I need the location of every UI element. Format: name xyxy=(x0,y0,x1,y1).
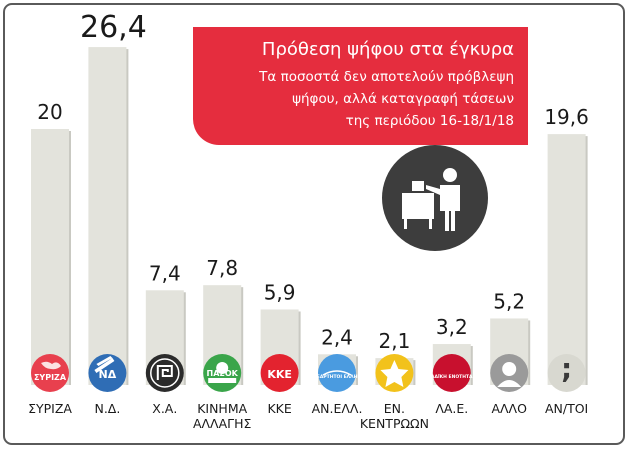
chart-subtitle-line-1: Τα ποσοστά δεν αποτελούν πρόβλεψη xyxy=(259,69,514,85)
syriza-logo-icon: ΣΥΡΙΖΑ xyxy=(31,354,69,392)
bar xyxy=(88,47,127,386)
pasok-logo-icon: ΠΑΣΟΚ xyxy=(203,354,242,392)
bar xyxy=(31,129,69,385)
value-label: 2,4 xyxy=(321,325,353,349)
value-label: 7,8 xyxy=(206,256,238,280)
category-label: ΑΛΛΑΓΗΣ xyxy=(193,416,252,431)
logos-layer: ΣΥΡΙΖΑ ΝΔ ΠΑΣΟΚ ΚΚΕ ΑΝΕΞΑΡΤΗΤΟΙ ΕΛΛΗΝΕΣ ΛΑΪΚΗ… xyxy=(31,352,586,392)
value-label: 7,4 xyxy=(149,261,181,285)
category-label: ΣΥΡΙΖΑ xyxy=(28,401,72,416)
logo-text: ΚΚΕ xyxy=(267,368,292,381)
category-label: ΛΑ.Ε. xyxy=(435,401,468,416)
ballot-voter-icon xyxy=(382,145,488,251)
category-label: Χ.Α. xyxy=(152,401,177,416)
chart-subtitle-line-3: της περιόδου 16-18/1/18 xyxy=(345,113,514,129)
category-label: ΑΝ/ΤΟΙ xyxy=(545,401,588,416)
chart-subtitle-line-2: ψήφου, αλλά καταγραφή τάσεων xyxy=(292,91,514,107)
semicolon-icon: ; xyxy=(547,352,586,392)
value-label: 2,1 xyxy=(378,329,410,353)
value-label: 3,2 xyxy=(436,315,468,339)
enosi-kentroon-logo-icon xyxy=(375,354,414,392)
value-label: 26,4 xyxy=(80,10,147,45)
anel-logo-icon: ΑΝΕΞΑΡΤΗΤΟΙ ΕΛΛΗΝΕΣ xyxy=(307,354,368,392)
logo-text: ; xyxy=(561,352,572,385)
logo-text: ΛΑΪΚΗ ΕΝΟΤΗΤΑ xyxy=(431,373,473,380)
bar xyxy=(547,134,586,385)
logo-text: ΣΥΡΙΖΑ xyxy=(34,373,67,382)
person-silhouette-icon xyxy=(490,354,529,392)
meander-logo-icon xyxy=(145,354,184,392)
title-callout: Πρόθεση ψήφου στα έγκυρα Τα ποσοστά δεν … xyxy=(193,27,528,145)
category-label: ΚΚΕ xyxy=(267,401,291,416)
category-label: ΑΛΛΟ xyxy=(491,401,527,416)
logo-text: ΝΔ xyxy=(99,368,117,381)
value-label: 19,6 xyxy=(544,105,589,129)
nd-logo-icon: ΝΔ xyxy=(88,354,127,392)
value-label: 5,2 xyxy=(493,289,525,313)
category-label: ΚΕΝΤΡΩΩΝ xyxy=(360,416,429,431)
chart-title: Πρόθεση ψήφου στα έγκυρα xyxy=(261,39,514,60)
logo-text: ΠΑΣΟΚ xyxy=(207,369,239,378)
category-label: ΚΙΝΗΜΑ xyxy=(197,401,247,416)
value-label: 20 xyxy=(37,100,62,124)
category-label: ΕΝ. xyxy=(384,401,405,416)
lae-logo-icon: ΛΑΪΚΗ ΕΝΟΤΗΤΑ xyxy=(431,354,473,392)
category-label: ΑΝ.ΕΛΛ. xyxy=(312,401,363,416)
category-label: Ν.Δ. xyxy=(94,401,120,416)
kke-logo-icon: ΚΚΕ xyxy=(260,354,299,392)
value-label: 5,9 xyxy=(264,280,296,304)
logo-text: ΑΝΕΞΑΡΤΗΤΟΙ ΕΛΛΗΝΕΣ xyxy=(307,374,368,380)
